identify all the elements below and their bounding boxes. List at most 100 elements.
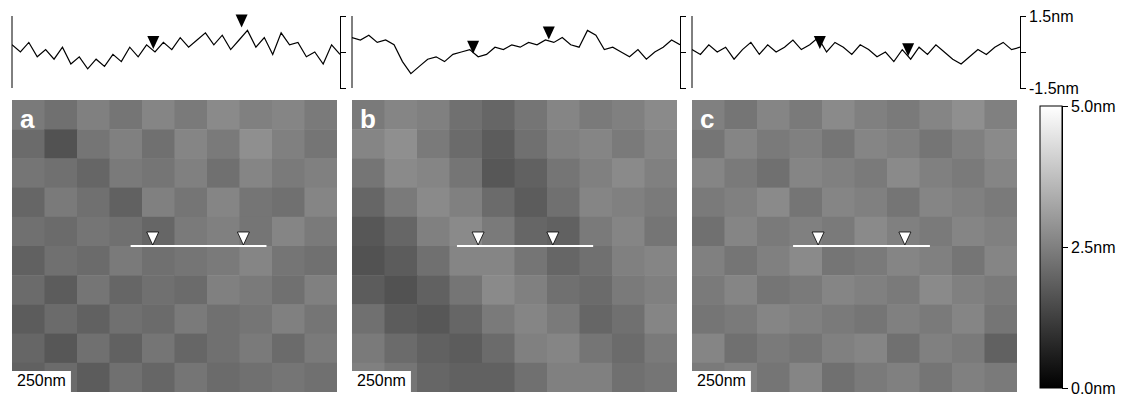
- section-marker: [899, 232, 911, 245]
- tick-mark: [1020, 16, 1026, 17]
- cell: [142, 363, 175, 392]
- cell: [110, 100, 143, 130]
- cell: [612, 275, 645, 305]
- cell: [12, 188, 45, 218]
- cell: [417, 363, 450, 392]
- cell: [207, 129, 240, 159]
- cell: [612, 129, 645, 159]
- cell: [45, 275, 78, 305]
- cell: [450, 334, 483, 364]
- cell: [240, 304, 273, 334]
- tick-mark: [340, 52, 346, 53]
- cell: [580, 246, 613, 276]
- axis-line: [1063, 107, 1069, 389]
- cell: [482, 304, 515, 334]
- cell: [142, 217, 175, 247]
- cell: [142, 334, 175, 364]
- cell: [482, 246, 515, 276]
- cell: [417, 100, 450, 130]
- cell: [822, 334, 855, 364]
- cell: [12, 275, 45, 305]
- height-image: [352, 100, 677, 392]
- cell: [580, 188, 613, 218]
- height-image: [12, 100, 337, 392]
- cell: [385, 275, 418, 305]
- cell: [482, 100, 515, 130]
- cell: [645, 275, 678, 305]
- cell: [305, 217, 338, 247]
- tick: [340, 52, 346, 53]
- cell: [352, 188, 385, 218]
- cell: [692, 217, 725, 247]
- cell: [757, 246, 790, 276]
- cell: [417, 304, 450, 334]
- cell: [952, 129, 985, 159]
- scale-bar-box: [12, 371, 71, 392]
- cell: [12, 304, 45, 334]
- cell: [920, 217, 953, 247]
- cell: [305, 304, 338, 334]
- profile-plot: [692, 38, 1020, 64]
- cell: [305, 158, 338, 188]
- cell: [385, 158, 418, 188]
- cell: [175, 246, 208, 276]
- profile-axis: -1.5nm1.5nm: [1020, 8, 1079, 97]
- cell: [240, 275, 273, 305]
- profile-frame: [12, 16, 13, 88]
- color-bar: [1040, 106, 1062, 388]
- cell: [12, 246, 45, 276]
- cell: [45, 100, 78, 130]
- cell: [352, 334, 385, 364]
- cell: [110, 188, 143, 218]
- cell: [515, 304, 548, 334]
- cell: [855, 188, 888, 218]
- cell: [887, 334, 920, 364]
- cell: [757, 304, 790, 334]
- cell: [547, 334, 580, 364]
- cell: [482, 363, 515, 392]
- cell: [952, 100, 985, 130]
- cell: [175, 275, 208, 305]
- cell: [142, 158, 175, 188]
- cell: [887, 129, 920, 159]
- section-marker: [147, 232, 159, 245]
- tick: 2.5nm: [1062, 239, 1115, 256]
- cell: [77, 100, 110, 130]
- tick-mark: [340, 88, 346, 89]
- cell: [110, 275, 143, 305]
- cell: [920, 129, 953, 159]
- cell: [580, 304, 613, 334]
- cell: [142, 275, 175, 305]
- cell: [790, 100, 823, 130]
- cell: [725, 129, 758, 159]
- cell: [417, 334, 450, 364]
- cell: [645, 158, 678, 188]
- cell: [272, 100, 305, 130]
- profile-plot: [12, 30, 340, 68]
- cell: [920, 363, 953, 392]
- cell: [207, 275, 240, 305]
- cell: [822, 188, 855, 218]
- tick: [680, 52, 686, 53]
- section-marker: [237, 232, 249, 245]
- tick: 0.0nm: [1062, 380, 1115, 397]
- tick-label: -1.5nm: [1029, 80, 1079, 97]
- cell: [757, 100, 790, 130]
- cell: [547, 304, 580, 334]
- cell: [45, 217, 78, 247]
- cell: [580, 363, 613, 392]
- cell: [822, 217, 855, 247]
- cell: [612, 158, 645, 188]
- cell: [790, 188, 823, 218]
- tick-mark: [680, 16, 686, 17]
- cell: [142, 188, 175, 218]
- cell: [757, 275, 790, 305]
- cell: [855, 158, 888, 188]
- panel-letter: c: [700, 104, 714, 134]
- tick-mark: [680, 52, 686, 53]
- cell: [385, 304, 418, 334]
- cell: [547, 246, 580, 276]
- cell: [450, 158, 483, 188]
- profile-frame: [352, 16, 353, 88]
- scale-bar-box: [352, 371, 411, 392]
